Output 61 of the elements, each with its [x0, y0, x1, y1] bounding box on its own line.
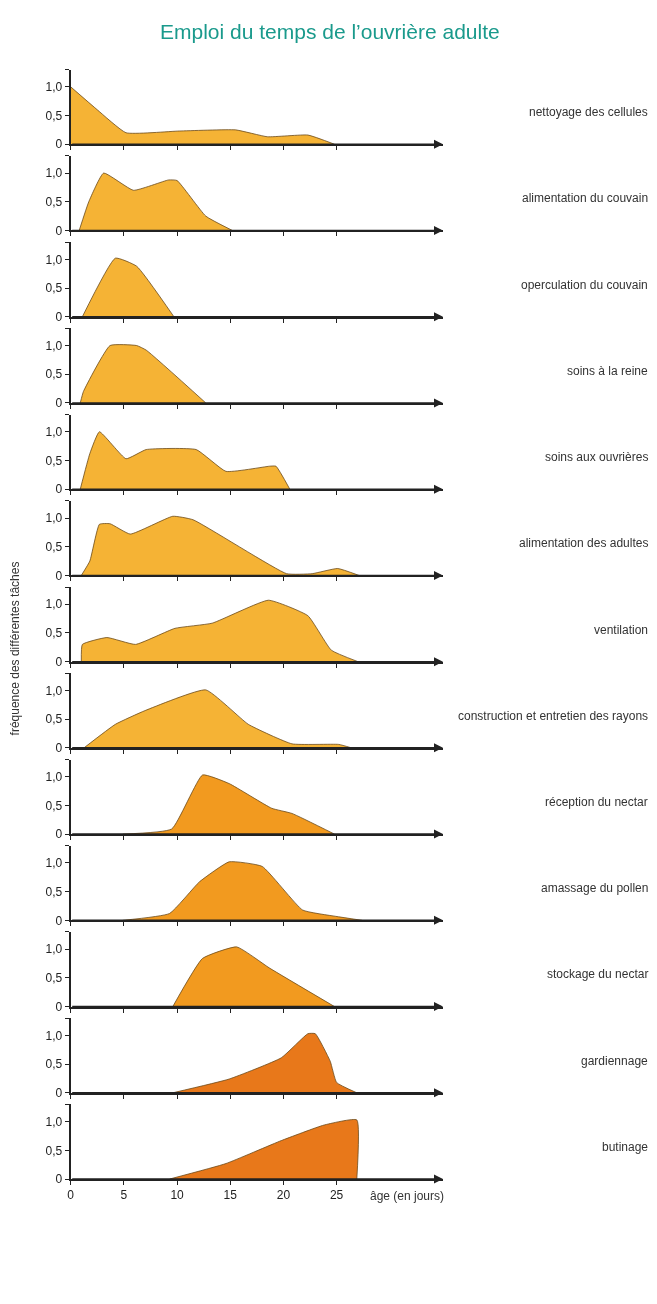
text: gardiennage: [581, 1054, 649, 1068]
y-tick-label: 0,5: [45, 798, 63, 813]
text: stockage du nectar: [547, 967, 649, 981]
y-tick-label: 0: [55, 309, 63, 324]
text: construction et entretien des rayons: [458, 709, 649, 723]
text: nettoyage des cellules: [529, 105, 648, 119]
y-tick-label: 0,5: [45, 626, 63, 641]
y-tick-label: 1,0: [45, 338, 63, 353]
x-tick-label: 0: [67, 1188, 75, 1203]
y-tick-label: 0,5: [45, 1143, 63, 1158]
y-tick-label: 0: [55, 482, 63, 497]
text: amassage du pollen: [541, 881, 649, 895]
text: butinage: [602, 1140, 649, 1154]
text: réception du nectar: [545, 795, 648, 809]
y-tick-label: 0: [55, 999, 63, 1014]
y-tick-label: 0,5: [45, 453, 63, 468]
y-tick-label: 1,0: [45, 1028, 63, 1043]
y-tick-label: 1,0: [45, 166, 63, 181]
text: alimentation du couvain: [522, 191, 649, 205]
text: operculation du couvain: [521, 278, 648, 292]
y-tick-label: 0,5: [45, 1057, 63, 1072]
y-tick-label: 0,5: [45, 194, 63, 209]
y-tick-label: 0,5: [45, 884, 63, 899]
y-tick-label: 0,5: [45, 539, 63, 554]
y-tick-label: 0,5: [45, 108, 63, 123]
y-tick-label: 1,0: [45, 683, 63, 698]
y-tick-label: 0: [55, 568, 63, 583]
chart-title: Emploi du temps de l’ouvrière adulte: [160, 20, 500, 43]
y-tick-label: 1,0: [45, 942, 63, 957]
y-tick-label: 0,5: [45, 712, 63, 727]
x-tick-label: 10: [170, 1188, 185, 1203]
x-tick-label: 25: [329, 1188, 344, 1203]
y-tick-label: 1,0: [45, 80, 63, 95]
x-tick-label: 15: [223, 1188, 238, 1203]
y-tick-label: 0: [55, 913, 63, 928]
y-tick-label: 0: [55, 1172, 63, 1187]
y-tick-label: 1,0: [45, 597, 63, 612]
y-tick-label: 0,5: [45, 281, 63, 296]
text: soins à la reine: [567, 364, 649, 378]
y-tick-label: 0: [55, 654, 63, 669]
y-tick-label: 0,5: [45, 971, 63, 986]
y-axis-title: fréquence des différentes tâches: [8, 561, 23, 736]
y-tick-label: 1,0: [45, 856, 63, 871]
y-tick-label: 1,0: [45, 424, 63, 439]
y-tick-label: 0: [55, 223, 63, 238]
text: alimentation des adultes: [519, 536, 649, 550]
y-tick-label: 1,0: [45, 252, 63, 267]
text: soins aux ouvrières: [545, 450, 649, 464]
y-tick-label: 0,5: [45, 367, 63, 382]
y-tick-label: 0: [55, 827, 63, 842]
x-axis-title: âge (en jours): [370, 1189, 445, 1203]
text: ventilation: [594, 623, 649, 637]
y-tick-label: 1,0: [45, 769, 63, 784]
x-tick-label: 20: [276, 1188, 291, 1203]
y-tick-label: 0: [55, 1086, 63, 1100]
y-tick-label: 0: [55, 741, 63, 756]
y-tick-label: 0: [55, 396, 63, 411]
y-tick-label: 0: [55, 137, 63, 152]
y-tick-label: 1,0: [45, 511, 63, 526]
x-tick-label: 5: [120, 1188, 128, 1203]
y-tick-label: 1,0: [45, 1114, 63, 1129]
